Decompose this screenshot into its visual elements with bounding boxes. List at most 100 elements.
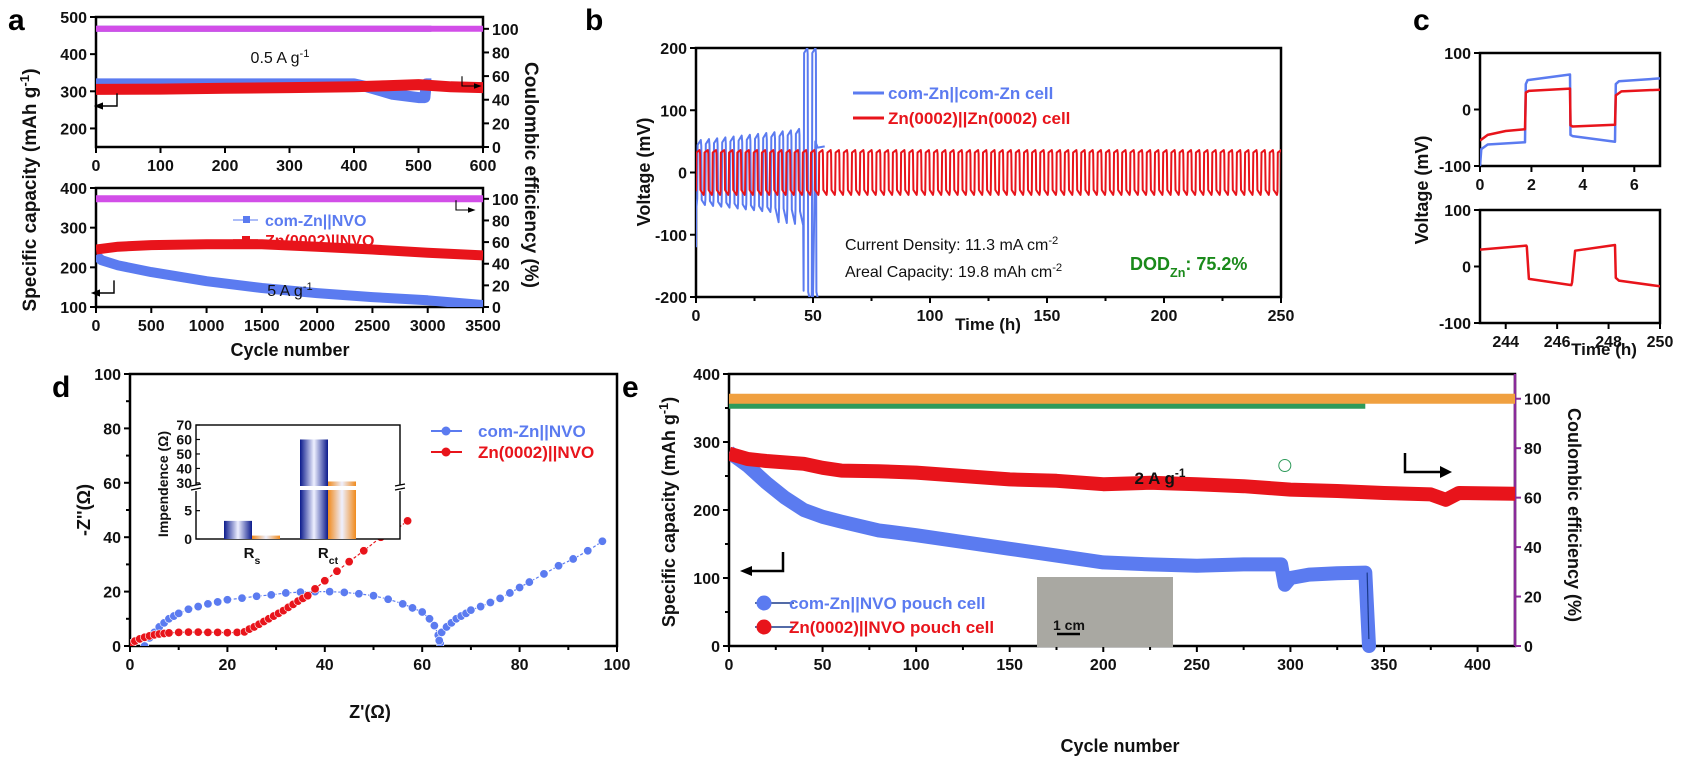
d-point-0 <box>339 587 349 597</box>
a-bottom-right-arrow <box>455 200 476 213</box>
d-point-0 <box>568 554 578 564</box>
d-xlabel: Z'(Ω) <box>349 702 391 722</box>
d-point-0 <box>174 608 184 618</box>
d-xtick-label: 100 <box>604 657 631 674</box>
arrow-shaft <box>1403 453 1440 474</box>
a_bottom-y2tick-label: 100 <box>492 192 519 209</box>
d-inset-xtick-label: Rct <box>318 545 339 567</box>
e-capacity-series-1 <box>729 446 1515 507</box>
e-capacity-series-0 <box>729 446 1376 646</box>
d-xtick-label: 0 <box>126 657 135 674</box>
arrow-head <box>474 83 482 89</box>
a_top-xtick-label: 300 <box>276 158 303 175</box>
a_top-ytick-label: 200 <box>60 121 87 138</box>
a_top-xtick-label: 500 <box>405 158 432 175</box>
e-ytick-label: 400 <box>693 367 720 384</box>
d-point-0 <box>434 636 444 646</box>
a_bottom-y2tick-label: 20 <box>492 278 510 295</box>
b-current-density: Current Density: 11.3 mA cm-2 <box>845 235 1058 254</box>
c-bottom-series-0 <box>1480 243 1660 288</box>
e-legend-label-zn: Zn(0002)||NVO pouch cell <box>789 618 994 637</box>
c-xlabel: Time (h) <box>1571 340 1637 359</box>
a_bottom-xtick-label: 3000 <box>410 318 446 335</box>
d-inset-frame <box>195 424 401 540</box>
d-point-1 <box>174 627 184 637</box>
d-point-0 <box>554 561 564 571</box>
d-inset-break-mark <box>190 487 202 491</box>
c_top-ytick-label: 100 <box>1444 46 1471 63</box>
d-point-0 <box>183 604 193 614</box>
b-xtick-label: 200 <box>1151 308 1178 325</box>
panel-label-a: a <box>8 4 25 37</box>
d-xtick-label: 20 <box>219 657 237 674</box>
d-inset-bar-break <box>290 486 370 490</box>
a_bottom-y2tick-label: 40 <box>492 257 510 274</box>
d-point-0 <box>398 599 408 609</box>
d-point-0 <box>383 594 393 604</box>
d-inset-break-mark <box>394 483 406 487</box>
d-point-1 <box>310 584 320 594</box>
e-ytick-label: 200 <box>693 503 720 520</box>
d-point-1 <box>359 546 369 556</box>
e-xtick-label: 50 <box>814 657 832 674</box>
a-bottom-series-0 <box>96 251 483 307</box>
c_bottom-ytick-label: -100 <box>1439 316 1471 333</box>
d-point-0 <box>539 569 549 579</box>
d-inset-ylabel: Impendence (Ω) <box>155 431 171 537</box>
d-point-1 <box>332 566 342 576</box>
d-point-0 <box>476 602 486 612</box>
e-xlabel: Cycle number <box>1060 736 1179 756</box>
a_bottom-ytick-label: 300 <box>60 221 87 238</box>
d-legend-label-zn: Zn(0002)||NVO <box>478 443 594 462</box>
a_top-xtick-label: 400 <box>341 158 368 175</box>
b-dod-annotation: DODZn: 75.2% <box>1130 254 1247 280</box>
e-xtick-label: 0 <box>725 657 734 674</box>
e-rate-annotation: 2 A g-1 <box>1135 466 1186 488</box>
a_top-ytick-label: 400 <box>60 47 87 64</box>
e-ytick-label: 100 <box>693 571 720 588</box>
arrow-shaft <box>101 93 118 107</box>
d-point-0 <box>266 590 276 600</box>
a_bottom-ytick-label: 400 <box>60 181 87 198</box>
e-xtick-label: 150 <box>996 657 1023 674</box>
d-ytick-label: 100 <box>94 367 121 384</box>
e-xtick-label: 100 <box>903 657 930 674</box>
panel-label-d: d <box>52 371 70 404</box>
d-point-0 <box>222 595 232 605</box>
a-y2label: Coulombic efficiency (%) <box>520 62 541 288</box>
d-inset-ytick-label: 60 <box>176 431 192 447</box>
d-point-0 <box>203 599 213 609</box>
b-ytick-label: 0 <box>678 166 687 183</box>
d-point-0 <box>505 588 515 598</box>
c_bottom-xtick-label: 250 <box>1647 334 1674 351</box>
d-inset-xtick-label: Rs <box>244 545 261 567</box>
c_top-xtick-label: 2 <box>1527 177 1536 194</box>
c_bottom-xtick-label: 246 <box>1544 334 1571 351</box>
a_top-y2tick-label: 40 <box>492 93 510 110</box>
a-legend-marker-com <box>243 216 250 223</box>
e-failure-line <box>1366 572 1370 647</box>
a-bottom-left-arrow <box>90 280 115 297</box>
d-point-0 <box>425 614 435 624</box>
c-top-series-0 <box>1480 73 1660 166</box>
panel-label-c: c <box>1413 4 1430 37</box>
d-point-1 <box>193 627 203 637</box>
d-point-0 <box>524 577 534 587</box>
a_bottom-xtick-label: 500 <box>138 318 165 335</box>
d-ytick-label: 20 <box>103 585 121 602</box>
e-xtick-label: 300 <box>1277 657 1304 674</box>
a_top-y2tick-label: 80 <box>492 45 510 62</box>
e-legend-marker-zn <box>756 619 772 635</box>
a_top-y2tick-label: 20 <box>492 116 510 133</box>
c_top-ytick-label: 0 <box>1462 103 1471 120</box>
arrow-shaft <box>455 200 470 211</box>
a-legend-label-zn: Zn(0002)||NVO <box>265 233 374 250</box>
d-legend-label-com: com-Zn||NVO <box>478 422 586 441</box>
d-point-0 <box>252 591 262 601</box>
d-point-1 <box>344 557 354 567</box>
d-point-0 <box>597 536 607 546</box>
d-ylabel: -Z''(Ω) <box>74 484 94 536</box>
c_bottom-xtick-label: 244 <box>1492 334 1519 351</box>
a-ylabel-text: Specific capacity (mAh g-1) <box>17 68 42 311</box>
